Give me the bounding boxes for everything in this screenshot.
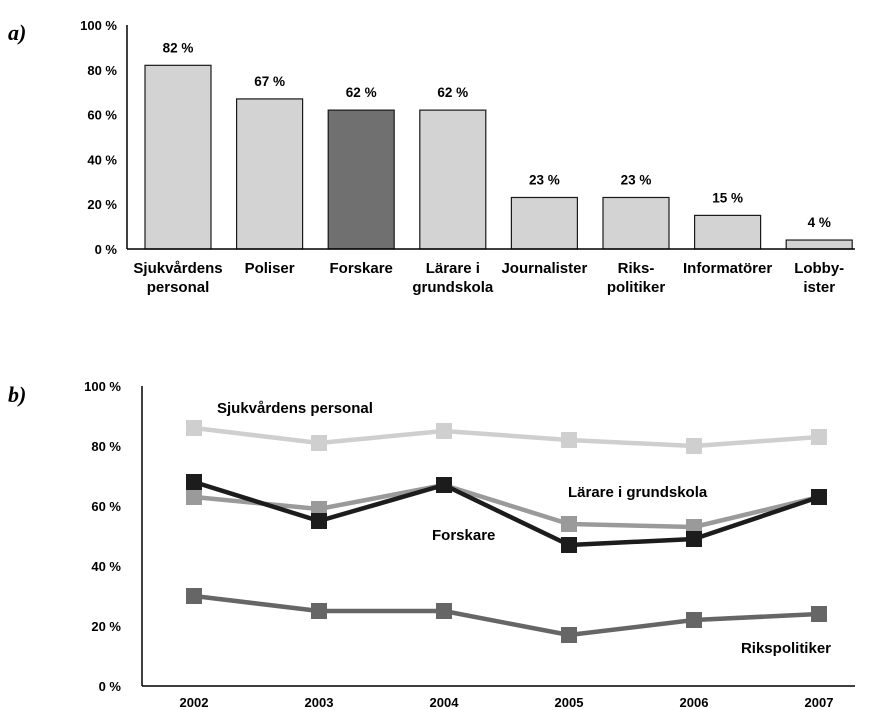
bar-7 xyxy=(693,214,762,250)
y-tick-label: 0 % xyxy=(95,242,118,257)
bar-2 xyxy=(236,98,304,250)
x-tick-label: 2003 xyxy=(305,695,334,710)
y-tick-label: 20 % xyxy=(87,197,117,212)
category-label: grundskola xyxy=(412,279,494,296)
panel-label-a: a) xyxy=(8,20,26,45)
bar-8 xyxy=(785,239,853,250)
y-tick-label: 100 % xyxy=(84,379,121,394)
category-label: Lobby- xyxy=(794,260,844,277)
series-line-riks xyxy=(193,593,820,638)
data-label: 82 % xyxy=(163,40,194,55)
x-tick-label: 2004 xyxy=(430,695,460,710)
data-point-riks xyxy=(186,588,202,604)
data-point-sjukvard xyxy=(311,435,327,451)
y-tick-label: 40 % xyxy=(87,152,117,167)
data-label: 15 % xyxy=(712,190,743,205)
category-label: Lärare i xyxy=(426,260,480,277)
category-label: Journalister xyxy=(501,260,587,277)
data-point-larare xyxy=(186,489,202,505)
data-label: 67 % xyxy=(254,74,285,89)
bar-chart-panel: a) 0 % 20 % 40 % 60 % 80 % 100 % 82 % 67 % 62 %… xyxy=(8,18,855,296)
data-point-forskare xyxy=(811,489,827,505)
category-label: Poliser xyxy=(245,260,295,277)
line-chart-panel: b) 0 % 20 % 40 % 60 % 80 % 100 % 2002 2003 2004 2… xyxy=(8,379,855,710)
data-point-forskare xyxy=(436,477,452,493)
series-label-sjukvard: Sjukvårdens personal xyxy=(217,400,373,417)
data-point-larare xyxy=(561,516,577,532)
data-point-sjukvard xyxy=(186,420,202,436)
data-point-forskare xyxy=(311,513,327,529)
data-label: 62 % xyxy=(346,85,377,100)
category-label: Forskare xyxy=(330,260,393,277)
y-tick-label: 40 % xyxy=(91,559,121,574)
bar-3 xyxy=(327,109,395,250)
series-line-larare xyxy=(193,482,820,530)
data-label: 4 % xyxy=(808,215,831,230)
series-label-riks: Rikspolitiker xyxy=(741,640,831,657)
series-line-sjukvard xyxy=(193,425,820,449)
series-label-larare: Lärare i grundskola xyxy=(568,484,708,501)
x-tick-label: 2005 xyxy=(555,695,584,710)
category-label: personal xyxy=(147,279,210,296)
data-point-riks xyxy=(686,612,702,628)
bar-5 xyxy=(510,196,578,250)
y-tick-label: 80 % xyxy=(87,63,117,78)
y-tick-label: 100 % xyxy=(80,18,117,33)
data-point-sjukvard xyxy=(561,432,577,448)
category-label: Sjukvårdens xyxy=(133,260,222,277)
category-label: politiker xyxy=(607,279,666,296)
data-point-sjukvard xyxy=(436,423,452,439)
data-point-riks xyxy=(436,603,452,619)
y-tick-label: 60 % xyxy=(87,108,117,123)
x-tick-label: 2002 xyxy=(180,695,209,710)
x-tick-label: 2007 xyxy=(805,695,834,710)
series-line-forskare xyxy=(193,479,820,548)
data-point-riks xyxy=(311,603,327,619)
data-point-sjukvard xyxy=(686,438,702,454)
data-point-sjukvard xyxy=(811,429,827,445)
data-point-riks xyxy=(561,627,577,643)
data-point-forskare xyxy=(186,474,202,490)
data-point-riks xyxy=(811,606,827,622)
y-tick-label: 0 % xyxy=(99,679,122,694)
series-label-forskare: Forskare xyxy=(432,527,495,544)
panel-label-b: b) xyxy=(8,382,26,407)
y-tick-label: 80 % xyxy=(91,439,121,454)
data-point-forskare xyxy=(561,537,577,553)
data-label: 62 % xyxy=(437,85,468,100)
y-tick-label: 60 % xyxy=(91,499,121,514)
bar-4 xyxy=(419,109,487,250)
data-point-forskare xyxy=(686,531,702,547)
category-label: Informatörer xyxy=(683,260,772,277)
category-label: ister xyxy=(803,279,835,296)
data-label: 23 % xyxy=(621,172,652,187)
x-tick-label: 2006 xyxy=(680,695,709,710)
category-label: Riks- xyxy=(618,260,655,277)
data-label: 23 % xyxy=(529,172,560,187)
bar-6 xyxy=(602,196,670,250)
bar-1 xyxy=(144,64,212,250)
y-tick-label: 20 % xyxy=(91,619,121,634)
